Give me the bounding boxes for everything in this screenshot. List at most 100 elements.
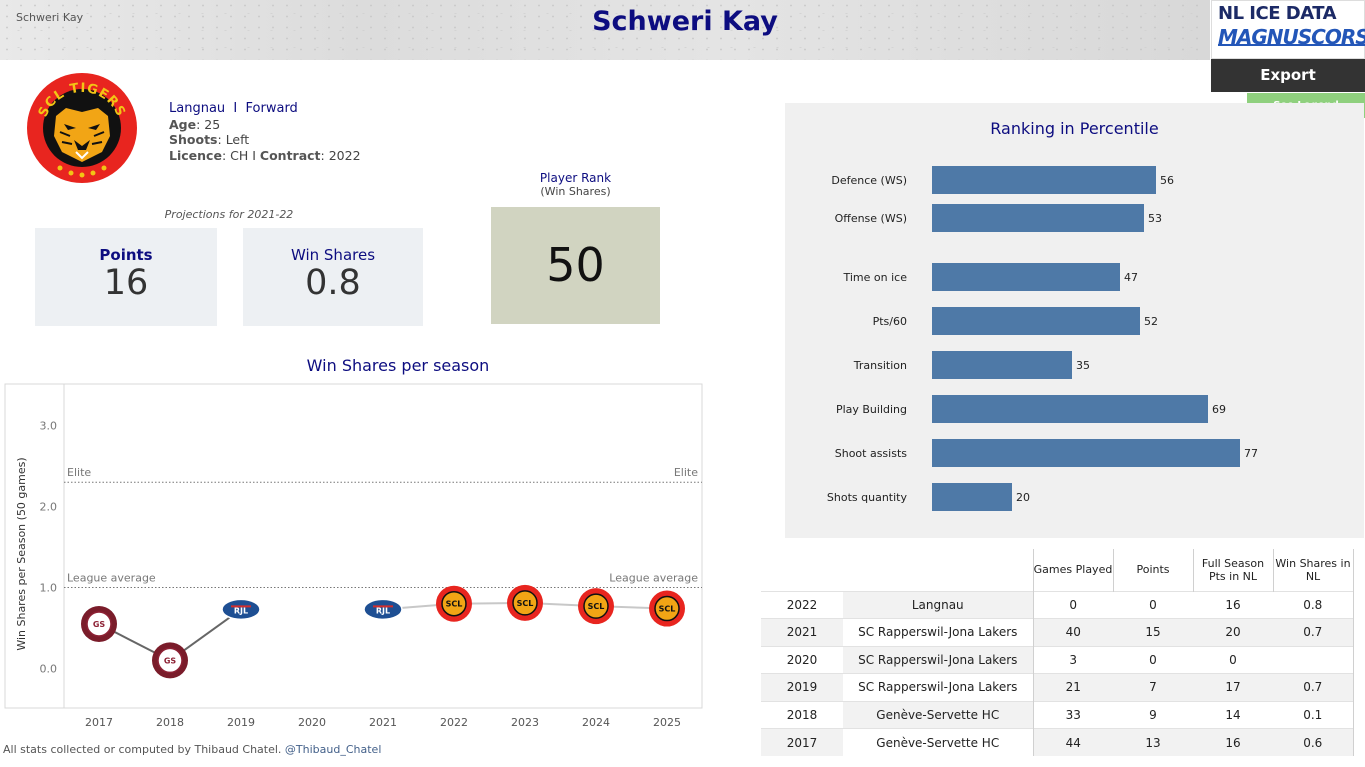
table-row: 2017 Genève-Servette HC 44 13 16 0.6 [761, 728, 1354, 756]
ws-chart-frame [4, 383, 703, 709]
points-cell: 7 [1113, 673, 1193, 701]
win-shares-cell [1273, 645, 1354, 674]
ws-point-badge[interactable]: SCL [507, 584, 543, 621]
header-win-shares: Win Shares in NL [1272, 549, 1354, 591]
table-row: 2021 SC Rapperswil-Jona Lakers 40 15 20 0.7 [761, 618, 1354, 646]
ws-x-tick-label: 2022 [440, 716, 468, 729]
header-banner: Schweri Kay Schweri Kay [0, 0, 1210, 60]
percentile-value-label: 47 [1124, 271, 1138, 284]
win-shares-cell: 0.7 [1273, 618, 1354, 646]
table-row: 2020 SC Rapperswil-Jona Lakers 3 0 0 [761, 645, 1354, 674]
percentile-bar[interactable] [932, 166, 1156, 194]
points-cell: 0 [1113, 590, 1193, 619]
percentile-value-label: 53 [1148, 212, 1162, 225]
ws-point-badge[interactable]: SCL [649, 590, 685, 627]
tiger-head-icon [54, 108, 110, 162]
svg-text:RJL: RJL [376, 606, 390, 615]
win-shares-cell: 0.7 [1273, 673, 1354, 701]
games-played-cell: 33 [1032, 700, 1113, 729]
breadcrumb[interactable]: Schweri Kay [16, 11, 84, 24]
info-separator: I [233, 101, 238, 116]
full-season-pts-cell: 17 [1193, 673, 1273, 701]
svg-text:SCL: SCL [588, 602, 605, 611]
percentile-bar[interactable] [932, 307, 1140, 335]
ws-point-badge[interactable]: GS [81, 605, 117, 642]
ws-reference-label-right: Elite [674, 466, 698, 479]
percentile-value-label: 69 [1212, 403, 1226, 416]
ws-chart-title: Win Shares per season [306, 356, 490, 375]
percentile-bar[interactable] [932, 263, 1120, 291]
ws-reference-label-left: Elite [67, 466, 91, 479]
svg-text:GS: GS [164, 656, 177, 665]
games-played-cell: 3 [1032, 645, 1113, 674]
games-played-cell: 0 [1032, 590, 1113, 619]
ws-x-tick-label: 2023 [511, 716, 539, 729]
percentile-category-label: Shots quantity [827, 491, 908, 504]
percentile-bar[interactable] [932, 204, 1144, 232]
season-cell: 2017 [761, 728, 843, 756]
ws-point-badge[interactable]: RJL [363, 598, 403, 621]
ws-x-tick-label: 2017 [85, 716, 113, 729]
full-season-pts-cell: 14 [1193, 700, 1273, 729]
percentile-category-label: Offense (WS) [835, 212, 907, 225]
ws-point-badge[interactable]: SCL [436, 585, 472, 622]
footer-text: All stats collected or computed by Thiba… [3, 743, 282, 756]
percentile-bar[interactable] [932, 439, 1240, 467]
percentile-value-label: 56 [1160, 174, 1174, 187]
full-season-pts-cell: 16 [1193, 728, 1273, 756]
brand-logo[interactable]: NL ICE DATA MAGNUSCORSI [1211, 0, 1365, 59]
ws-x-tick-label: 2020 [298, 716, 326, 729]
player-contract: 2022 [328, 147, 361, 163]
points-cell: 15 [1113, 618, 1193, 646]
projections-label: Projections for 2021-22 [164, 208, 294, 221]
percentile-value-label: 20 [1016, 491, 1030, 504]
footer-credit: All stats collected or computed by Thiba… [3, 743, 381, 756]
header-games-played: Games Played [1032, 549, 1113, 591]
player-rank-title: Player Rank (Win Shares) [491, 171, 660, 199]
player-info: Langnau I Forward Age: 25 Shoots: Left L… [169, 101, 361, 163]
player-shoots: Left [225, 132, 250, 147]
ws-y-tick-label: 1.0 [40, 582, 58, 595]
footer-handle-link[interactable]: @Thibaud_Chatel [284, 743, 382, 756]
points-cell: 0 [1113, 645, 1193, 674]
ws-x-tick-label: 2024 [582, 716, 610, 729]
ws-x-tick-label: 2025 [653, 716, 681, 729]
percentile-category-label: Pts/60 [873, 315, 907, 328]
export-button[interactable]: Export [1211, 59, 1365, 92]
games-played-cell: 44 [1032, 728, 1113, 756]
percentile-bar[interactable] [932, 395, 1208, 423]
brand-line-2: MAGNUSCORSI [1218, 25, 1365, 49]
svg-text:GS: GS [93, 620, 106, 629]
team-cell: Genève-Servette HC [843, 700, 1033, 729]
player-rank-label: Player Rank [539, 171, 612, 185]
team-cell: SC Rapperswil-Jona Lakers [843, 618, 1033, 646]
percentile-bar[interactable] [932, 483, 1012, 511]
player-position: Forward [245, 101, 298, 116]
team-cell: SC Rapperswil-Jona Lakers [843, 645, 1033, 674]
points-cell: 13 [1113, 728, 1193, 756]
percentile-chart-title: Ranking in Percentile [990, 119, 1159, 138]
ws-reference-label-left: League average [67, 572, 156, 585]
ws-point-badge[interactable]: SCL [578, 588, 614, 625]
percentile-chart: Defence (WS) 56 Offense (WS) 53 Time on ice 4… [827, 166, 1258, 511]
career-table: Games Played Points Full Season Pts in N… [761, 549, 1354, 756]
games-played-cell: 40 [1032, 618, 1113, 646]
full-season-pts-cell: 20 [1193, 618, 1273, 646]
ws-point-badge[interactable]: RJL [221, 598, 261, 621]
svg-text:SCL: SCL [446, 600, 463, 609]
points-value: 16 [103, 263, 149, 303]
table-row: 2018 Genève-Servette HC 33 9 14 0.1 [761, 700, 1354, 729]
win-shares-cell: 0.8 [1273, 590, 1354, 619]
percentile-category-label: Transition [853, 359, 907, 372]
ws-reference-label-right: League average [609, 572, 698, 585]
header-points: Points [1112, 549, 1193, 591]
ws-y-tick-label: 0.0 [40, 663, 58, 676]
player-rank-value: 50 [491, 207, 660, 324]
full-season-pts-cell: 16 [1193, 590, 1273, 619]
player-rank-subtitle: (Win Shares) [540, 185, 611, 198]
season-cell: 2020 [761, 645, 843, 674]
ws-point-badge[interactable]: GS [152, 642, 188, 679]
percentile-bar[interactable] [932, 351, 1072, 379]
season-cell: 2018 [761, 700, 843, 729]
